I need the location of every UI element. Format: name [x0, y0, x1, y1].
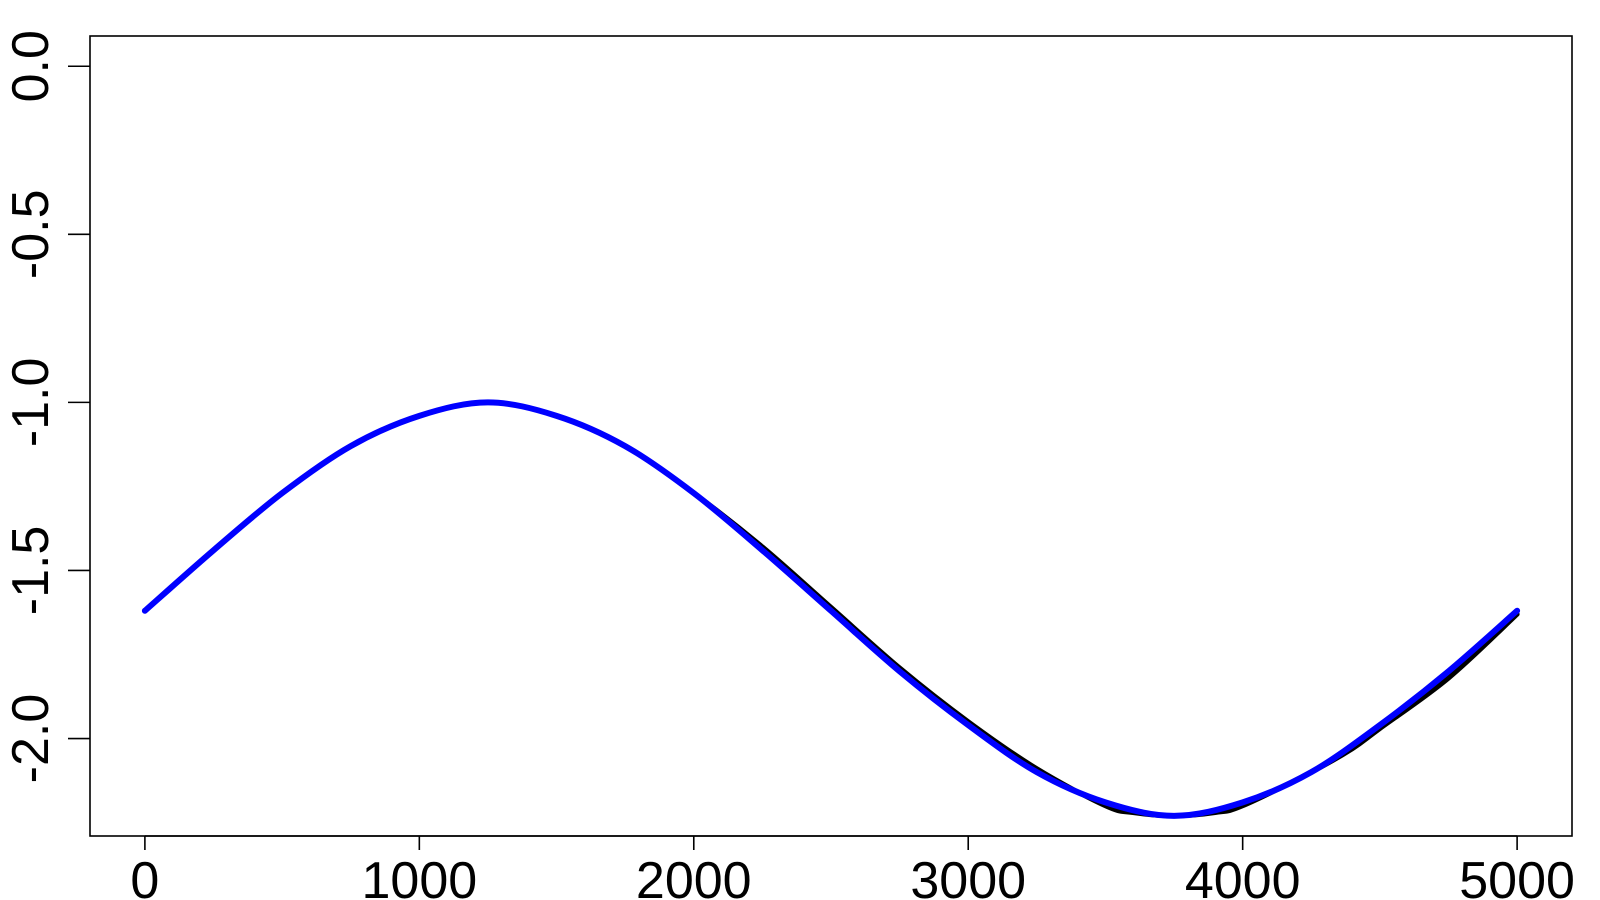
x-tick-label: 1000	[361, 852, 477, 900]
series-line-1	[141, 399, 1521, 819]
x-tick-label: 2000	[636, 852, 752, 900]
y-tick-label: -1.0	[2, 358, 60, 448]
y-tick-label: 0.0	[2, 30, 60, 102]
x-tick-label: 0	[130, 852, 159, 900]
y-tick-label: -1.5	[2, 526, 60, 616]
plot-frame	[89, 35, 1573, 837]
y-axis: 0.0 -0.5 -1.0 -1.5 -2.0	[2, 30, 90, 783]
x-tick-label: 4000	[1185, 852, 1301, 900]
x-tick-label: 3000	[910, 852, 1026, 900]
x-tick-label: 5000	[1459, 852, 1575, 900]
y-tick-label: -2.0	[2, 694, 60, 784]
y-tick-label: -0.5	[2, 190, 60, 280]
series-layer	[141, 399, 1521, 819]
x-axis: 0 1000 2000 3000 4000 5000	[130, 835, 1575, 900]
